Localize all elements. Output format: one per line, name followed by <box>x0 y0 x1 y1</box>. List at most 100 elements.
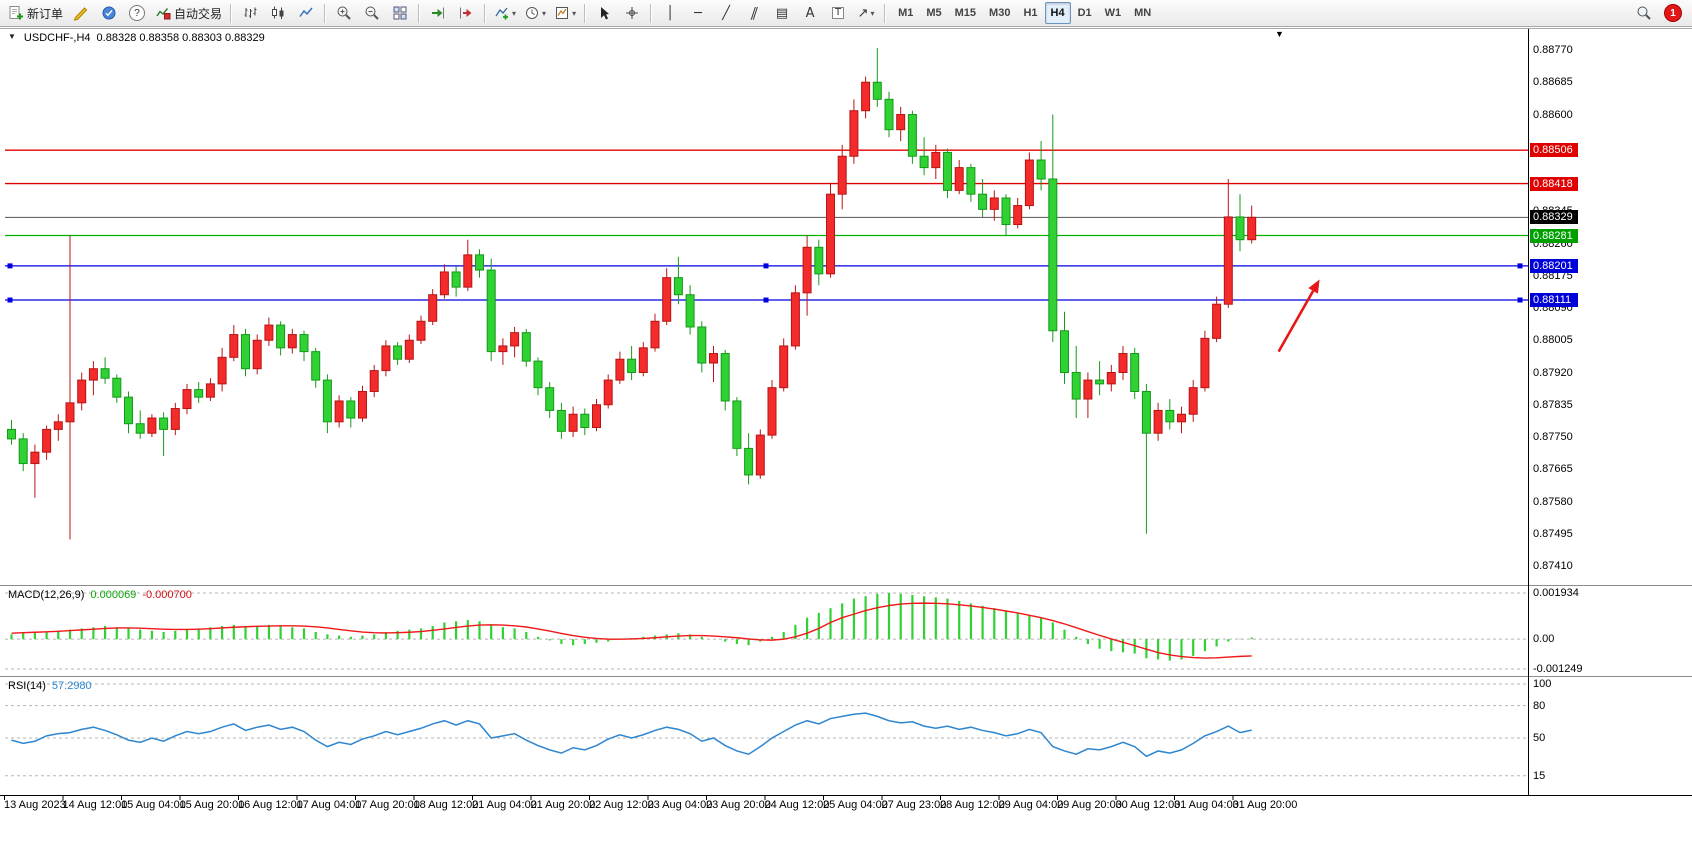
label-tool-button[interactable]: T <box>824 1 852 25</box>
trendline-tool-button[interactable]: ╱ <box>712 1 740 25</box>
candle-body <box>896 114 906 131</box>
help-icon: ? <box>129 5 146 21</box>
chart-candles-button[interactable] <box>264 1 292 25</box>
periods-dropdown-arrow[interactable]: ▾ <box>542 8 547 18</box>
templates-dropdown-arrow[interactable]: ▾ <box>572 8 577 18</box>
timeframe-button-m1[interactable]: M1 <box>898 7 914 19</box>
chart-bars-button[interactable] <box>236 1 264 25</box>
indicators-dropdown-arrow[interactable]: ▾ <box>512 8 517 18</box>
hline-selection-handle[interactable] <box>1517 263 1523 269</box>
tile-windows-button[interactable] <box>386 1 414 25</box>
zoom-out-button[interactable] <box>358 1 386 25</box>
toolbar-separator <box>418 3 421 23</box>
hline-selection-handle[interactable] <box>7 297 13 303</box>
hline-selection-handle[interactable] <box>763 263 769 269</box>
timeframe-button-d1[interactable]: D1 <box>1077 7 1092 19</box>
channel-tool-button[interactable]: ∥ <box>740 1 768 25</box>
candle-body <box>989 197 999 210</box>
candle-body <box>592 404 601 429</box>
candle-body <box>615 358 625 381</box>
toolbar-separator <box>324 3 327 23</box>
crosshair-icon <box>626 7 639 19</box>
cursor-button[interactable] <box>590 1 618 25</box>
candle-body <box>299 334 309 353</box>
candle-body <box>287 334 297 349</box>
timeframe-button-h4[interactable]: H4 <box>1044 2 1071 24</box>
candle-body <box>147 417 157 434</box>
candle-body <box>30 451 40 465</box>
metaeditor-button[interactable] <box>67 1 95 25</box>
symbol-ohlc-values: 0.88328 0.88358 0.88303 0.88329 <box>96 32 265 44</box>
template-icon <box>556 7 569 19</box>
hline-selection-handle[interactable] <box>7 263 13 269</box>
rsi-indicator-header: RSI(14) 57.2980 <box>8 680 92 692</box>
vline-tool-button[interactable]: │ <box>656 1 684 25</box>
candle-body <box>53 421 63 430</box>
timeframe-button-m15[interactable]: M15 <box>954 7 977 19</box>
fibonacci-icon: ▤ <box>775 5 789 21</box>
arrows-tool-button[interactable]: ↗ ▾ <box>852 1 880 25</box>
chart-line-button[interactable] <box>292 1 320 25</box>
rsi-value: 57.2980 <box>51 680 92 692</box>
trend-arrow-head[interactable] <box>1308 279 1320 294</box>
candle-body <box>1071 372 1081 400</box>
clock-icon <box>526 7 539 19</box>
periods-button[interactable]: ▾ <box>520 1 550 25</box>
candle-body <box>954 167 964 191</box>
timeframe-button-h1[interactable]: H1 <box>1023 7 1038 19</box>
templates-button[interactable]: ▾ <box>550 1 580 25</box>
candle-body <box>475 254 484 271</box>
chart-shift-button[interactable] <box>452 1 480 25</box>
indicators-button[interactable]: ▾ <box>490 1 520 25</box>
candle-body <box>229 334 239 358</box>
timeframe-button-mn[interactable]: MN <box>1134 7 1152 19</box>
crosshair-button[interactable] <box>618 1 646 25</box>
autoscroll-button[interactable] <box>424 1 452 25</box>
toolbar-separator <box>230 3 233 23</box>
navigator-button[interactable] <box>95 1 123 25</box>
help-button[interactable]: ? <box>123 1 151 25</box>
candle-body <box>451 271 461 288</box>
autotrading-button[interactable]: 自动交易 <box>151 1 226 25</box>
timeframe-button-w1[interactable]: W1 <box>1104 7 1122 19</box>
candle-body <box>393 345 403 360</box>
candle-body <box>662 277 672 322</box>
new-order-button[interactable]: 新订单 <box>4 1 67 25</box>
candle-body <box>1188 387 1198 415</box>
bar-chart-icon <box>244 7 257 18</box>
zoom-in-icon <box>337 6 351 20</box>
candle-body <box>100 368 110 379</box>
macd-name: MACD(12,26,9) <box>8 589 85 601</box>
search-button[interactable] <box>1630 1 1658 25</box>
candle-body <box>1106 372 1116 385</box>
candle-body <box>638 347 648 373</box>
text-tool-button[interactable]: A <box>796 1 824 25</box>
candle-body <box>1048 178 1058 332</box>
hline-tool-button[interactable]: ─ <box>684 1 712 25</box>
trend-arrow-annotation[interactable] <box>1277 290 1315 353</box>
timeframe-button-m5[interactable]: M5 <box>926 7 942 19</box>
candle-body <box>814 246 824 275</box>
notification-badge[interactable]: 1 <box>1664 4 1682 22</box>
candle-body <box>1118 353 1128 374</box>
line-chart-icon <box>299 7 313 17</box>
candle-body <box>1141 390 1151 434</box>
candle-body <box>205 383 215 398</box>
candle-body <box>369 370 379 392</box>
hline-selection-handle[interactable] <box>763 297 769 303</box>
candle-body <box>404 339 414 360</box>
arrows-dropdown-arrow[interactable]: ▾ <box>870 8 875 18</box>
candle-body <box>77 379 87 404</box>
chart-shift-icon <box>460 7 472 19</box>
zoom-in-button[interactable] <box>330 1 358 25</box>
chart-scroll-marker-icon[interactable]: ▼ <box>1275 29 1284 39</box>
collapse-triangle-icon[interactable]: ▼ <box>8 32 16 41</box>
hline-selection-handle[interactable] <box>1517 297 1523 303</box>
candle-body <box>416 320 426 341</box>
fibonacci-tool-button[interactable]: ▤ <box>768 1 796 25</box>
macd-signal-line <box>11 602 1252 659</box>
candle-body <box>1212 303 1222 339</box>
timeframe-button-m30[interactable]: M30 <box>989 7 1011 19</box>
